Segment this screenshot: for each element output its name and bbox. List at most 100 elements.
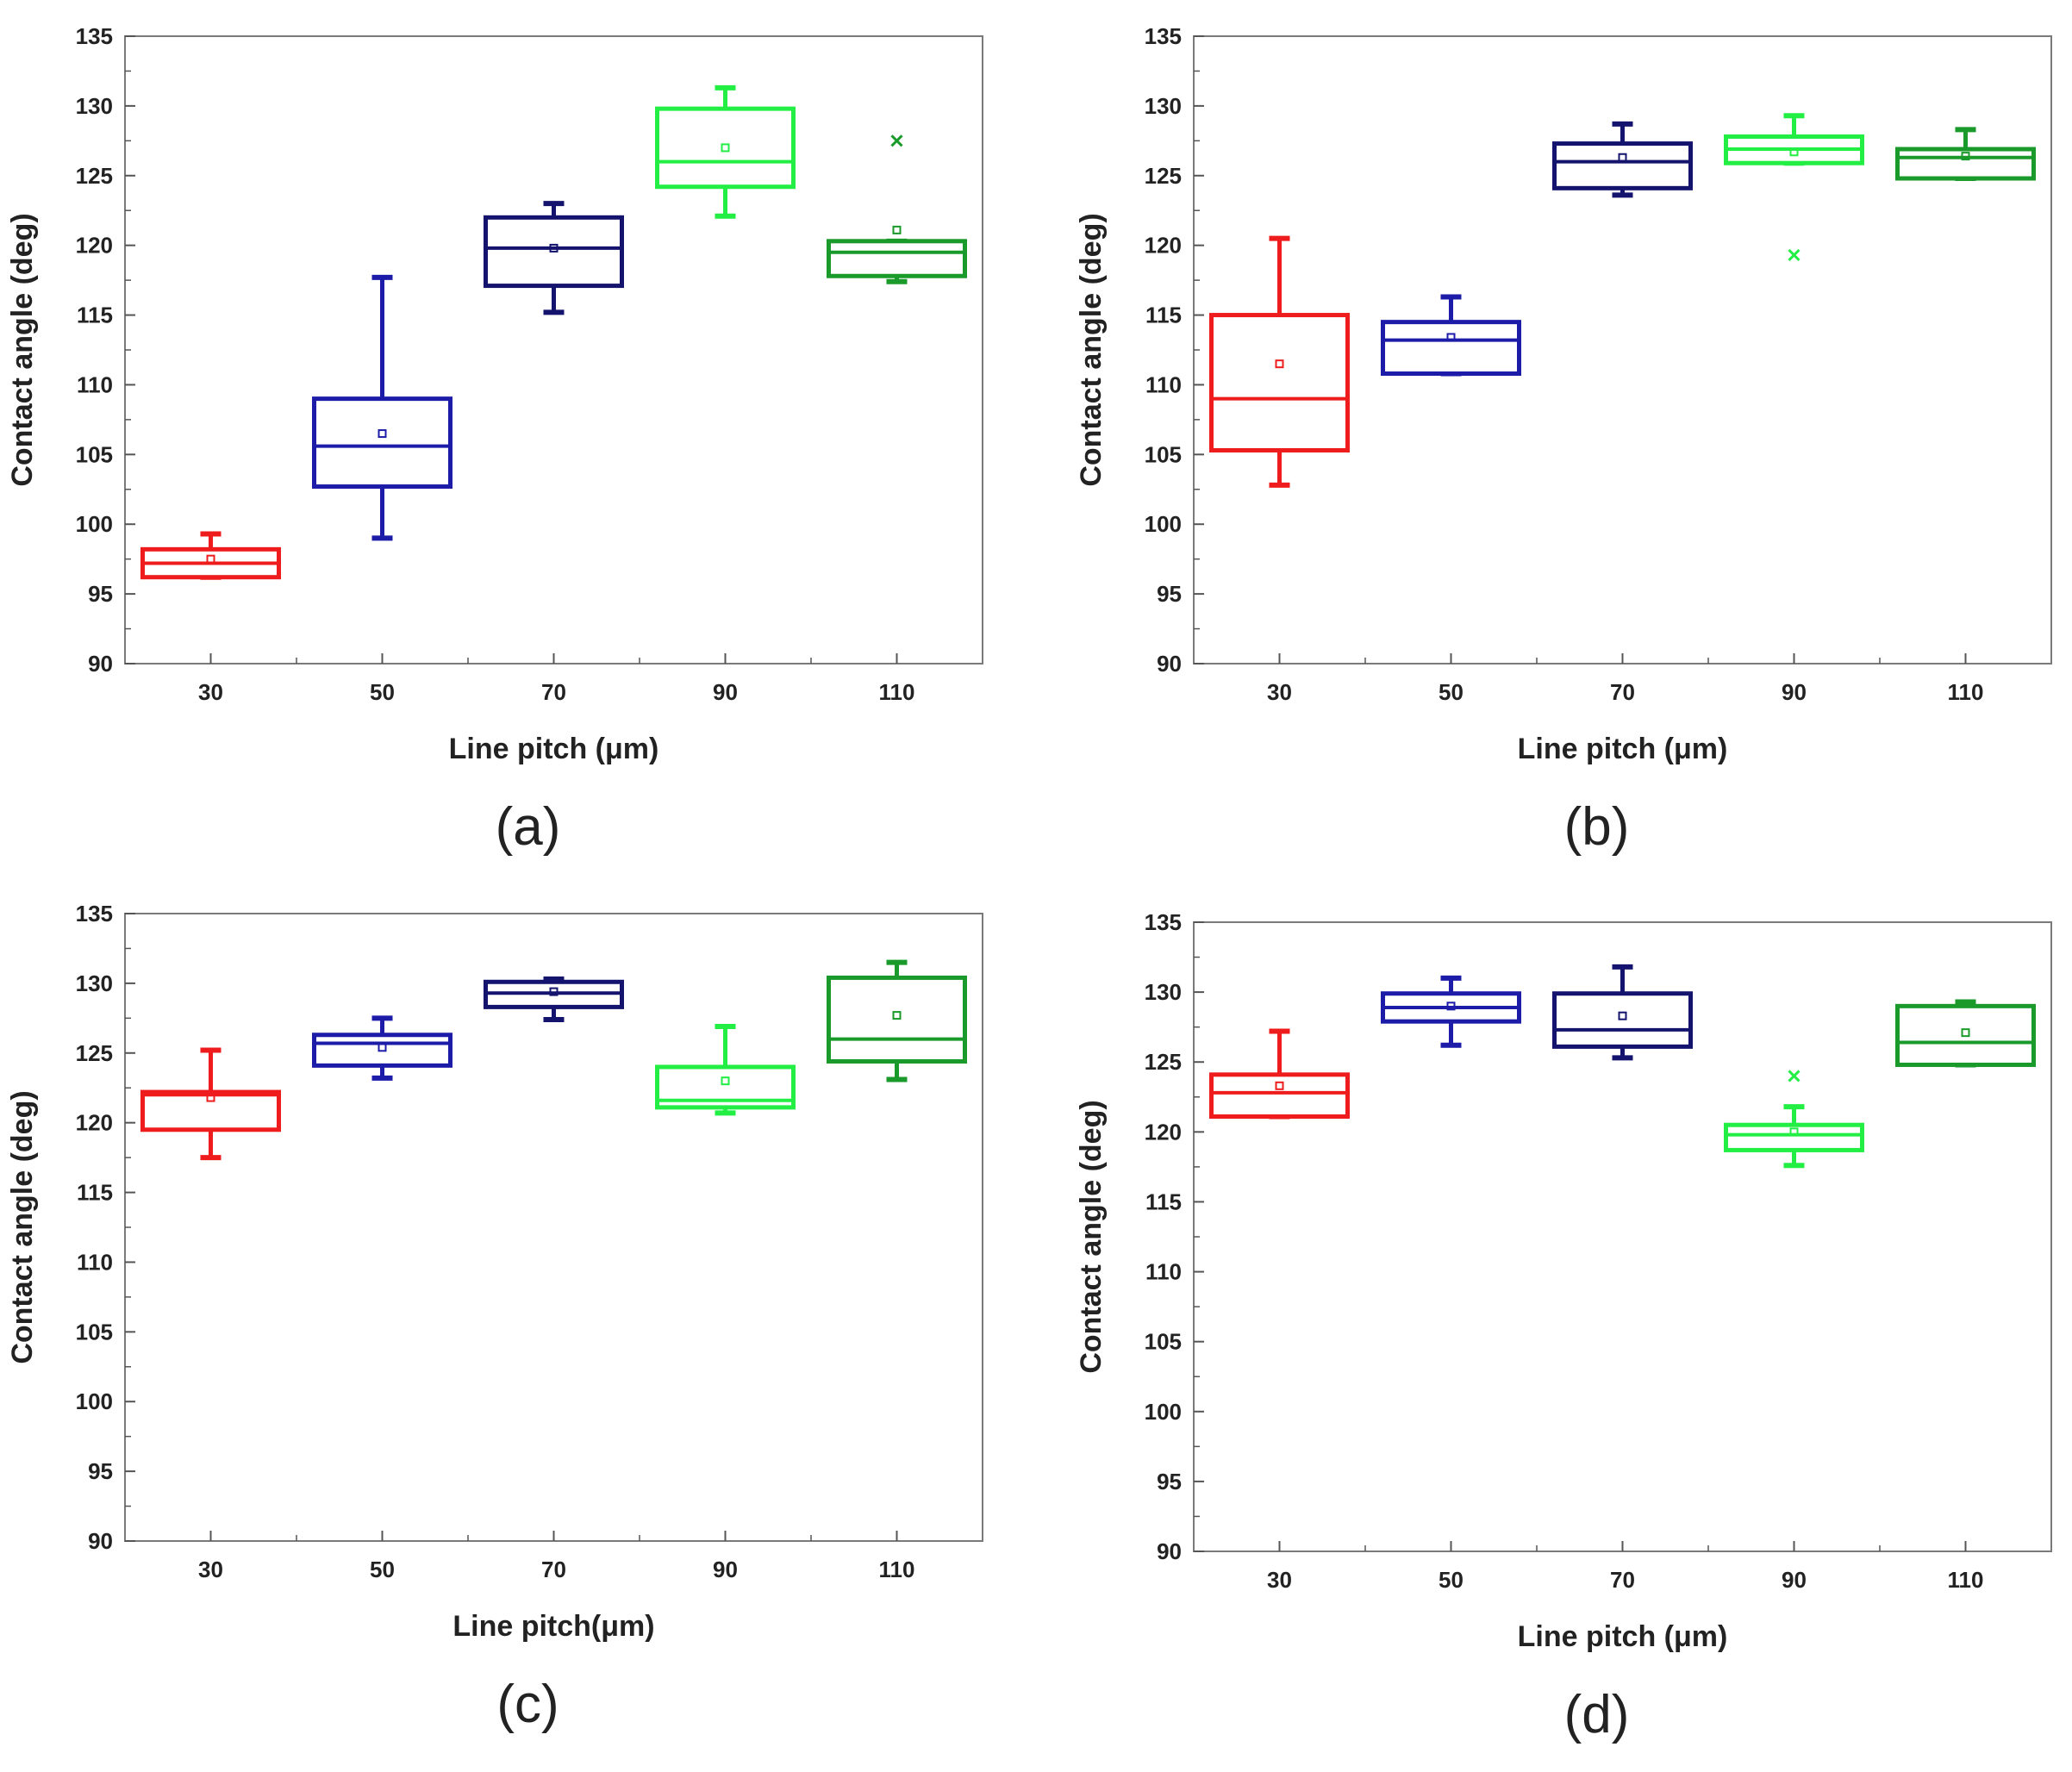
box-70 <box>1552 964 1693 1061</box>
box-50 <box>1381 975 1521 1048</box>
box-30 <box>1209 1028 1350 1120</box>
x-tick-label: 110 <box>879 1557 915 1582</box>
x-tick-label: 90 <box>1782 679 1807 705</box>
y-tick-label: 120 <box>76 233 113 259</box>
y-axis-title: Contact angle (deg) <box>6 1090 39 1363</box>
x-tick-label: 90 <box>713 679 738 705</box>
outlier-stroke <box>890 134 903 147</box>
box-50 <box>312 274 452 541</box>
mean-marker <box>1618 1011 1627 1020</box>
y-tick-label: 95 <box>1157 581 1182 607</box>
x-tick-label: 30 <box>198 679 223 705</box>
box-body <box>140 1089 281 1132</box>
y-tick-label: 95 <box>88 1458 113 1484</box>
x-tick-label: 110 <box>1948 1567 1984 1593</box>
mean-marker <box>378 429 387 439</box>
x-tick-label: 30 <box>198 1557 223 1582</box>
box-body <box>1552 141 1693 190</box>
y-tick-label: 115 <box>1145 303 1182 328</box>
y-tick-label: 125 <box>76 1040 113 1066</box>
x-tick-label: 50 <box>370 1557 395 1582</box>
mean-marker <box>206 1093 215 1102</box>
box-70 <box>1552 121 1693 198</box>
outlier-stroke <box>1788 248 1801 262</box>
panel-label: (d) <box>1564 1685 1630 1744</box>
y-tick-label: 95 <box>1157 1469 1182 1494</box>
panel-label: (c) <box>496 1675 559 1734</box>
box-body <box>1209 313 1350 452</box>
mean-marker <box>378 1043 387 1052</box>
box-110 <box>1895 127 2036 182</box>
box-30 <box>140 1047 281 1161</box>
x-axis-title: Line pitch (μm) <box>1518 733 1728 765</box>
outlier-marker <box>1788 1070 1801 1083</box>
y-tick-label: 100 <box>1145 1399 1182 1425</box>
y-tick-label: 130 <box>1145 979 1182 1005</box>
x-tick-label: 30 <box>1267 679 1292 705</box>
y-tick-label: 115 <box>1145 1189 1182 1214</box>
box-30 <box>140 531 281 580</box>
y-tick-label: 135 <box>76 901 113 927</box>
chart-panel-3: 90 95 100 105 110 115 120 125 130 135 30 50 70 90 110 L… <box>6 901 983 1734</box>
mean-marker <box>1789 1127 1799 1137</box>
y-tick-label: 110 <box>77 1249 113 1275</box>
x-tick-label: 70 <box>541 1557 566 1582</box>
mean-marker <box>892 1011 902 1020</box>
y-tick-label: 105 <box>76 1319 113 1345</box>
mean-marker <box>892 225 902 234</box>
y-tick-label: 100 <box>1145 511 1182 537</box>
x-tick-label: 90 <box>1782 1567 1807 1593</box>
box-70 <box>484 201 624 315</box>
box-70 <box>484 976 624 1022</box>
y-tick-label: 90 <box>88 1528 113 1554</box>
box-body <box>655 106 796 190</box>
box-90 <box>1724 1070 1864 1169</box>
y-tick-label: 105 <box>1145 441 1182 467</box>
mean-marker <box>721 143 730 153</box>
y-axis-title: Contact angle (deg) <box>1075 213 1108 486</box>
box-50 <box>312 1015 452 1081</box>
y-tick-label: 125 <box>1145 1049 1182 1075</box>
mean-marker <box>1446 333 1456 342</box>
x-tick-label: 50 <box>370 679 395 705</box>
y-tick-label: 130 <box>76 970 113 996</box>
y-axis-title: Contact angle (deg) <box>6 213 39 486</box>
box-body <box>312 396 452 490</box>
x-tick-label: 110 <box>879 679 915 705</box>
y-tick-label: 110 <box>1145 371 1182 397</box>
mean-marker <box>1789 147 1799 157</box>
mean-marker <box>549 987 559 996</box>
y-tick-label: 135 <box>1145 23 1182 49</box>
mean-marker <box>1618 153 1627 162</box>
y-tick-label: 105 <box>76 441 113 467</box>
x-tick-label: 30 <box>1267 1567 1292 1593</box>
y-tick-label: 95 <box>88 581 113 607</box>
y-axis-title: Contact angle (deg) <box>1075 1100 1108 1373</box>
box-body <box>1895 147 2036 181</box>
y-tick-label: 115 <box>77 303 113 328</box>
y-tick-label: 125 <box>1145 163 1182 189</box>
chart-panel-2: 90 95 100 105 110 115 120 125 130 135 30 50 70 90 110 L… <box>1075 23 2052 857</box>
y-tick-label: 90 <box>1157 1538 1182 1564</box>
y-tick-label: 110 <box>1145 1259 1182 1285</box>
mean-marker <box>1275 1081 1284 1090</box>
x-axis-title: Line pitch(μm) <box>452 1610 654 1643</box>
mean-marker <box>1446 1001 1456 1011</box>
box-90 <box>655 1024 796 1116</box>
outlier-stroke <box>1788 1070 1801 1083</box>
box-30 <box>1209 235 1350 488</box>
outlier-marker <box>890 134 903 147</box>
outlier-marker <box>1788 248 1801 262</box>
y-tick-label: 130 <box>1145 93 1182 119</box>
y-tick-label: 100 <box>76 511 113 537</box>
box-90 <box>1724 113 1864 262</box>
mean-marker <box>721 1076 730 1086</box>
y-tick-label: 125 <box>76 163 113 189</box>
x-tick-label: 50 <box>1439 1567 1464 1593</box>
y-tick-label: 130 <box>76 93 113 119</box>
y-tick-label: 120 <box>1145 1119 1182 1145</box>
chart-panel-1: 90 95 100 105 110 115 120 125 130 135 30 50 70 90 110 L… <box>6 23 983 857</box>
chart-panel-4: 90 95 100 105 110 115 120 125 130 135 30 50 70 90 110 L… <box>1075 909 2052 1744</box>
x-axis-title: Line pitch (μm) <box>449 733 659 765</box>
